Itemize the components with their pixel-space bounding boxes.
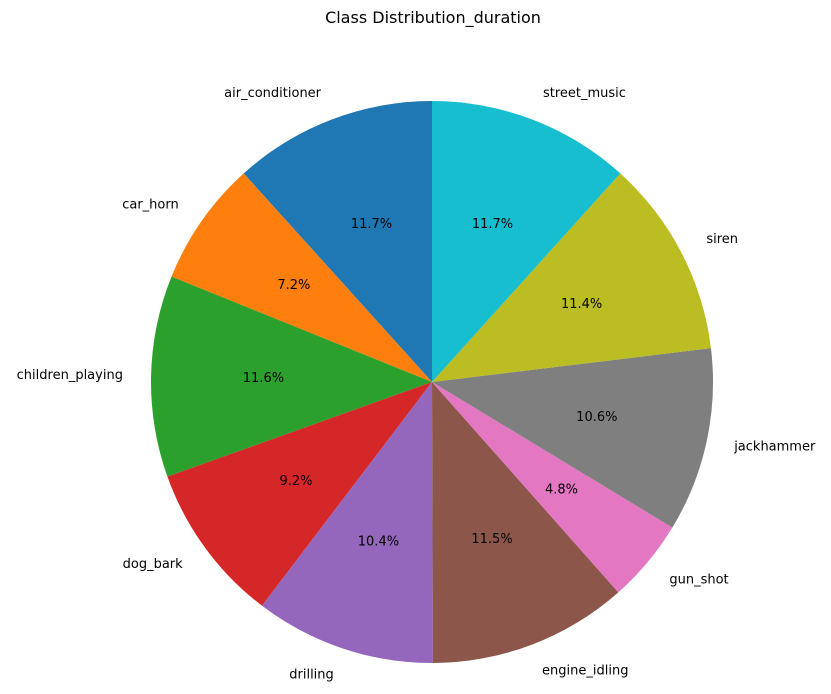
percentage-label: 11.4%	[561, 297, 602, 312]
pie-slice-dog-bark	[167, 382, 432, 606]
category-label: engine_idling	[542, 663, 628, 678]
pie-slice-street-music	[432, 101, 621, 382]
pie-slice-engine-idling	[432, 382, 619, 663]
category-label: gun_shot	[669, 572, 728, 587]
pie-slice-drilling	[262, 382, 433, 663]
percentage-label: 11.5%	[471, 532, 512, 547]
pie-slice-car-horn	[171, 173, 432, 382]
percentage-label: 11.6%	[243, 371, 284, 386]
percentage-label: 11.7%	[351, 217, 392, 232]
category-label: children_playing	[17, 368, 123, 383]
pie-slice-siren	[432, 173, 711, 382]
category-labels: air_conditioner car_horn children_playingd…	[17, 86, 816, 683]
chart-title: Class Distribution_duration	[325, 8, 541, 28]
percentage-label: 10.4%	[358, 534, 399, 549]
pie-slice-children-playing	[151, 276, 433, 477]
pie-slice-jackhammer	[432, 348, 713, 528]
percentage-label: 10.6%	[576, 410, 617, 425]
category-label: jackhammer	[733, 439, 816, 454]
pie-slice-gun-shot	[432, 382, 673, 593]
category-label: street_music	[543, 86, 626, 101]
pie-slice-air-conditioner	[243, 101, 432, 382]
category-label: drilling	[289, 668, 334, 683]
percentage-labels: 11.7% 7.2% 11.6% 9.2% 10.4% 11.5% 4.8% 10.6% 11.…	[243, 217, 618, 549]
category-label: car_horn	[122, 197, 179, 212]
percentage-label: 11.7%	[472, 217, 513, 232]
percentage-label: 4.8%	[545, 482, 578, 497]
pie-slices	[151, 101, 713, 663]
percentage-label: 7.2%	[277, 278, 310, 293]
category-label: siren	[706, 232, 738, 247]
category-label: air_conditioner	[224, 86, 322, 101]
category-label: dog_bark	[123, 557, 184, 572]
percentage-label: 9.2%	[279, 474, 312, 489]
